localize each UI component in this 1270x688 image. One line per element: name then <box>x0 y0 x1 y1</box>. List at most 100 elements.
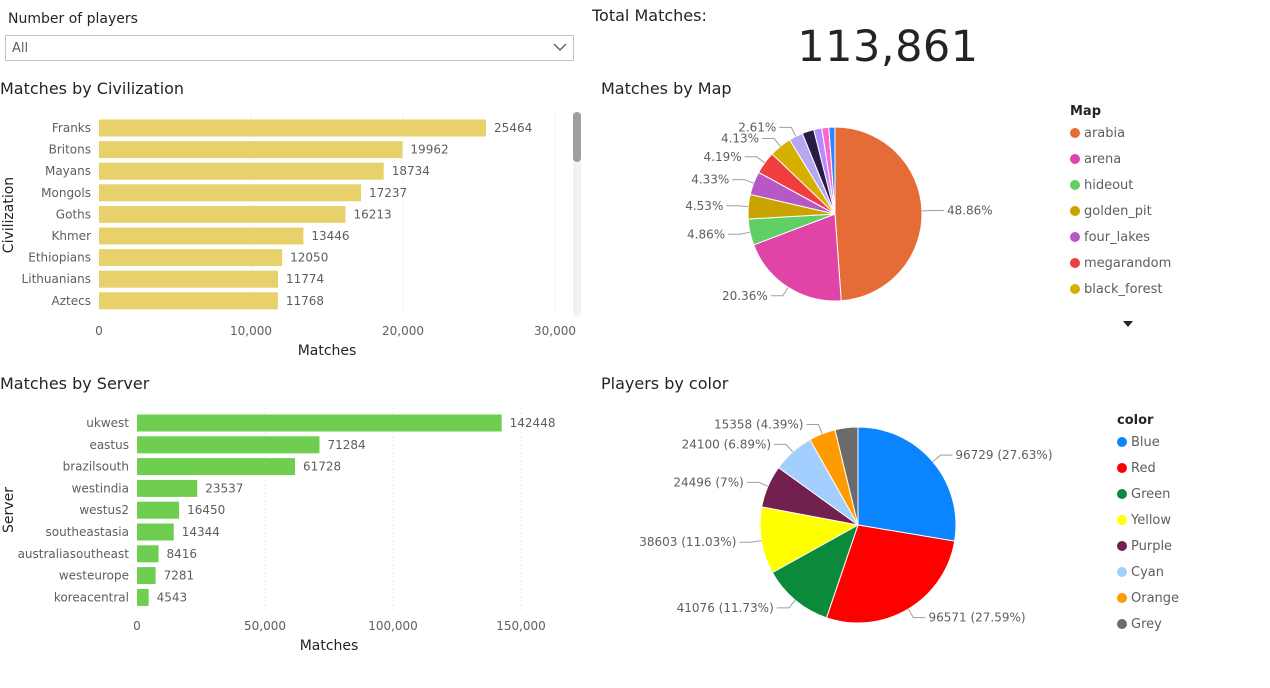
legend-marker-icon <box>1070 232 1080 242</box>
pie-data-label: 38603 (11.03%) <box>639 535 736 549</box>
bar[interactable] <box>99 162 384 180</box>
color-chart-title: Players by color <box>601 374 729 393</box>
pie-data-label: 96571 (27.59%) <box>928 611 1025 625</box>
data-label: 16213 <box>353 207 391 221</box>
pie-slice[interactable] <box>753 213 842 302</box>
category-label: eastus <box>89 438 129 452</box>
x-tick-label: 100,000 <box>368 619 418 633</box>
pie-slice[interactable] <box>834 126 923 302</box>
bar[interactable] <box>137 414 502 432</box>
legend-item[interactable]: hideout <box>1070 178 1133 193</box>
leader-line <box>776 599 796 609</box>
bar[interactable] <box>137 545 159 563</box>
bar[interactable] <box>137 436 320 454</box>
legend-item[interactable]: Grey <box>1117 617 1162 632</box>
legend-label: black_forest <box>1084 282 1163 297</box>
category-label: ukwest <box>86 416 129 430</box>
legend-label: Green <box>1131 487 1171 502</box>
bar[interactable] <box>137 567 156 585</box>
bar[interactable] <box>137 523 174 541</box>
legend-item[interactable]: Cyan <box>1117 565 1164 580</box>
leader-line <box>774 443 794 453</box>
legend-label: arabia <box>1084 126 1126 141</box>
pie-data-label: 4.33% <box>691 173 729 187</box>
data-label: 18734 <box>392 164 430 178</box>
server-bar-chart[interactable]: 0 50,000 100,000 150,000 ukwest 142448 eastus 7… <box>0 400 590 660</box>
legend-item[interactable]: Green <box>1117 487 1170 502</box>
legend-marker-icon <box>1117 463 1127 473</box>
pie-data-label: 24100 (6.89%) <box>682 437 771 451</box>
leader-line <box>762 138 781 147</box>
category-label: Aztecs <box>52 294 91 308</box>
legend-marker-icon <box>1117 489 1127 499</box>
pie-slice[interactable] <box>834 426 859 526</box>
leader-line <box>779 126 797 137</box>
pie-slice[interactable] <box>759 506 860 574</box>
bar[interactable] <box>137 501 180 519</box>
legend-item[interactable]: arena <box>1070 152 1121 167</box>
category-label: brazilsouth <box>63 460 129 474</box>
pie-slice[interactable] <box>857 426 957 542</box>
pie-data-label: 20.36% <box>722 289 768 303</box>
color-pie-chart[interactable]: 96729 (27.63%) 96571 (27.59%) 41076 (11.73… <box>600 400 1070 660</box>
legend-item[interactable]: Orange <box>1117 591 1179 606</box>
legend-marker-icon <box>1117 593 1127 603</box>
category-label: Mongols <box>41 186 91 200</box>
bar[interactable] <box>137 479 198 497</box>
bar[interactable] <box>99 141 403 159</box>
bar[interactable] <box>99 184 362 202</box>
bar[interactable] <box>137 588 149 606</box>
legend-item[interactable]: Purple <box>1117 539 1172 554</box>
bar[interactable] <box>99 227 304 245</box>
pie-slice[interactable] <box>771 523 859 619</box>
bar[interactable] <box>137 458 296 476</box>
legend-marker-icon <box>1070 284 1080 294</box>
map-pie-chart[interactable]: 48.86% 20.36% 4.86% 4.53% 4.33% 4.19% 4.13%2.6… <box>600 100 1060 330</box>
legend-item[interactable]: golden_pit <box>1070 204 1152 219</box>
category-label: Franks <box>52 121 91 135</box>
leader-line <box>932 454 953 463</box>
map-chart-title: Matches by Map <box>601 79 732 98</box>
category-label: Khmer <box>52 229 92 243</box>
legend-item[interactable]: four_lakes <box>1070 230 1150 245</box>
x-tick-label: 10,000 <box>230 324 272 338</box>
legend-label: Cyan <box>1131 565 1164 580</box>
pie-data-label: 2.61% <box>738 120 776 134</box>
pie-data-label: 96729 (27.63%) <box>955 448 1052 462</box>
legend-item[interactable]: arabia <box>1070 126 1125 141</box>
civ-chart-scrollbar[interactable] <box>573 112 581 317</box>
legend-label: Grey <box>1131 617 1162 632</box>
pie-slice[interactable] <box>828 126 836 215</box>
bar[interactable] <box>99 205 346 223</box>
pie-data-label: 15358 (4.39%) <box>714 417 803 431</box>
legend-item[interactable]: megarandom <box>1070 256 1171 271</box>
pie-slice[interactable] <box>825 524 956 624</box>
legend-item[interactable]: Blue <box>1117 435 1160 450</box>
kpi-label: Total Matches: <box>592 6 707 25</box>
players-slicer-dropdown[interactable]: All <box>5 35 574 61</box>
legend-item[interactable]: Red <box>1117 461 1156 476</box>
category-label: southeastasia <box>46 525 130 539</box>
legend-more-arrow-icon[interactable] <box>1122 314 1134 333</box>
legend-label: golden_pit <box>1084 204 1152 219</box>
pie-data-label: 4.86% <box>687 227 725 241</box>
civ-bar-chart[interactable]: 0 10,000 20,000 30,000 Franks 25464 Britons 199… <box>0 100 590 365</box>
color-legend-title: color <box>1117 413 1154 428</box>
bar[interactable] <box>99 292 278 310</box>
legend-item[interactable]: Yellow <box>1117 513 1171 528</box>
category-label: australiasoutheast <box>18 547 130 561</box>
bar[interactable] <box>99 249 283 267</box>
civ-scrollbar-thumb[interactable] <box>573 112 581 162</box>
category-label: Mayans <box>45 164 91 178</box>
leader-line <box>907 608 926 619</box>
legend-label: hideout <box>1084 178 1134 193</box>
x-tick-label: 50,000 <box>244 619 286 633</box>
x-tick-label: 0 <box>133 619 141 633</box>
bar[interactable] <box>99 270 278 288</box>
legend-label: arena <box>1084 152 1122 167</box>
legend-marker-icon <box>1117 437 1127 447</box>
pie-data-label: 48.86% <box>947 204 993 218</box>
bar[interactable] <box>99 119 487 137</box>
chevron-down-icon[interactable] <box>552 39 568 59</box>
legend-item[interactable]: black_forest <box>1070 282 1162 297</box>
